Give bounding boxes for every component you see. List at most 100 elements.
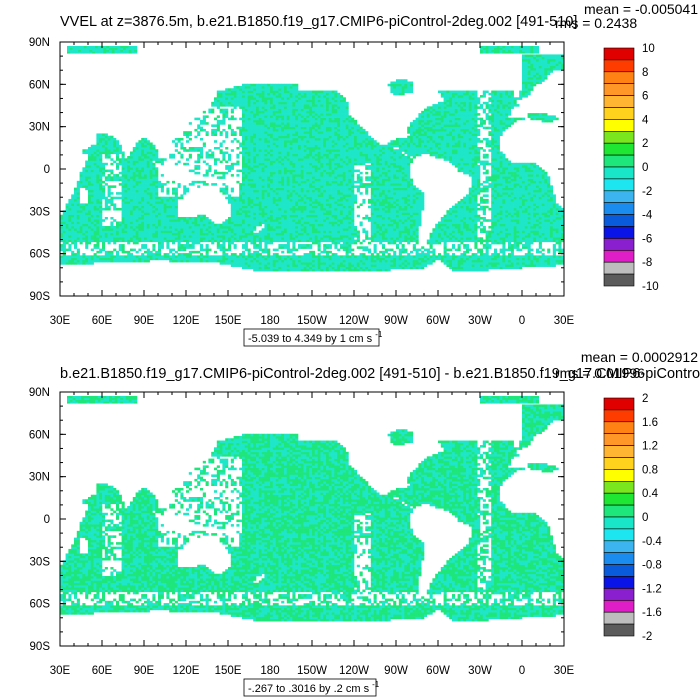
colorbar-label: -0.4 (642, 536, 662, 548)
colorbar-label: 2 (642, 138, 648, 150)
colorbar-swatch (603, 142, 635, 156)
mean-label: mean = 0.0002912 (581, 349, 698, 365)
colorbar-swatch (603, 107, 635, 120)
colorbar-swatch (603, 469, 635, 482)
colorbar-label: 0.4 (642, 488, 659, 500)
y-tick-label: 30N (29, 472, 50, 484)
colorbar-swatch (603, 214, 635, 227)
colorbar-swatch (603, 190, 635, 204)
field-cells (60, 395, 565, 622)
colorbar-label: -10 (642, 281, 659, 293)
x-tick-label: 150E (215, 315, 242, 327)
x-tick-label: 180 (260, 665, 279, 677)
range-box-frame (243, 678, 377, 697)
colorbar-swatch (603, 433, 635, 446)
colorbar-label: 6 (642, 91, 648, 103)
map-panel: VVEL at z=3876.5m, b.e21.B1850.f19_g17.C… (29, 1, 698, 347)
colorbar-swatch (603, 611, 635, 625)
colorbar-swatch (603, 202, 635, 215)
colorbar-label: -0.8 (642, 560, 662, 572)
colorbar-swatch (603, 540, 635, 553)
y-tick-label: 30S (30, 556, 51, 568)
colorbar-swatch (603, 166, 635, 180)
rms-label: rms = 0.01996 (555, 365, 645, 381)
x-tick-label: 0 (519, 665, 525, 677)
colorbar-swatch (603, 445, 635, 458)
contour-range-label: -.267 to .3016 by .2 cm s -1 (248, 680, 380, 695)
colorbar-label: 4 (642, 114, 649, 126)
colorbar-swatch (603, 576, 635, 589)
colorbar-swatch (603, 226, 635, 239)
rms-label: rms = 0.2438 (555, 15, 637, 31)
x-tick-label: 90W (384, 315, 408, 327)
x-tick-label: 120E (173, 315, 200, 327)
colorbar-swatch (603, 273, 635, 287)
colorbar-swatch (603, 59, 635, 73)
y-tick-label: 60S (30, 599, 51, 611)
y-tick-label: 60N (29, 79, 50, 91)
colorbar-swatch (603, 588, 635, 601)
colorbar-swatch (603, 516, 635, 530)
y-tick-label: 60N (29, 429, 50, 441)
y-tick-label: 90N (29, 37, 50, 49)
colorbar-label: 0 (642, 512, 648, 524)
x-tick-label: 150W (297, 665, 327, 677)
y-tick-label: 30S (30, 206, 51, 218)
colorbar-swatch (603, 131, 635, 144)
colorbar-label: -6 (642, 233, 652, 245)
x-tick-label: 90E (134, 665, 155, 677)
x-tick-label: 60E (92, 315, 113, 327)
colorbar-swatch (603, 552, 635, 565)
colorbar-label: 1.6 (642, 417, 658, 429)
contour-range-label: -5.039 to 4.349 by 1 cm s -1 (248, 330, 383, 345)
colorbar-swatch (603, 238, 635, 251)
colorbar-swatch (603, 71, 635, 85)
x-tick-label: 30E (50, 665, 71, 677)
colorbar-label: -1.2 (642, 583, 662, 595)
colorbar-label: -8 (642, 257, 652, 269)
x-tick-label: 120W (339, 315, 369, 327)
colorbar-swatch (603, 83, 635, 96)
x-tick-label: 30W (468, 315, 492, 327)
x-tick-label: 120W (339, 665, 369, 677)
x-tick-label: 60W (426, 315, 450, 327)
colorbar-label: 1.2 (642, 441, 658, 453)
x-tick-label: 150E (215, 665, 242, 677)
colorbar-swatch (603, 504, 635, 518)
map-panel: b.e21.B1850.f19_g17.CMIP6-piControl-2deg… (29, 349, 700, 697)
y-tick-label: 0 (44, 514, 50, 526)
colorbar-swatch (603, 492, 635, 506)
x-tick-label: 60W (426, 665, 450, 677)
x-tick-label: 120E (173, 665, 200, 677)
range-box-frame (243, 328, 380, 347)
plot-title: VVEL at z=3876.5m, b.e21.B1850.f19_g17.C… (60, 14, 577, 30)
colorbar-swatch (603, 564, 635, 577)
colorbar: 2 1.6 1.2 0.8 0.4 0 -0.4 -0.8 -1.2 -1.6 -2 (603, 393, 662, 643)
colorbar-label: 2 (642, 393, 648, 405)
colorbar-label: -1.6 (642, 607, 662, 619)
contour-range-box: -5.039 to 4.349 by 1 cm s -1 (243, 328, 383, 347)
colorbar-swatch (603, 421, 635, 434)
colorbar-label: 0.8 (642, 464, 658, 476)
colorbar-swatch (603, 623, 635, 637)
x-tick-label: 30E (554, 315, 575, 327)
colorbar-swatch (603, 47, 635, 61)
colorbar-swatch (603, 154, 635, 168)
field-cells (60, 45, 565, 272)
colorbar-swatch (603, 480, 635, 494)
y-tick-label: 30N (29, 122, 50, 134)
colorbar-swatch (603, 95, 635, 108)
axes: 30E 60E 90E 120E 150E 180 150W 120W 90W 60W 30W 0 30… (29, 387, 575, 677)
x-tick-label: 30E (50, 315, 71, 327)
colorbar-swatch (603, 119, 635, 132)
plot-title: b.e21.B1850.f19_g17.CMIP6-piControl-2deg… (60, 366, 700, 382)
y-tick-label: 60S (30, 249, 51, 261)
colorbar-label: -2 (642, 186, 652, 198)
colorbar-swatch (603, 397, 635, 411)
colorbar-swatch (603, 409, 635, 423)
colorbar-label: 0 (642, 162, 648, 174)
x-tick-label: 30W (468, 665, 492, 677)
y-tick-label: 0 (44, 164, 50, 176)
x-tick-label: 90W (384, 665, 408, 677)
